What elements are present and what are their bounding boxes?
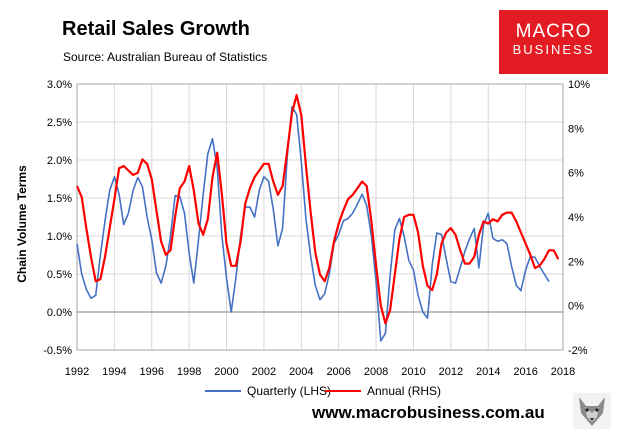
y-left-tick-label: 1.0% <box>47 231 72 243</box>
x-tick-label: 1998 <box>177 366 201 378</box>
website-url[interactable]: www.macrobusiness.com.au <box>312 403 545 422</box>
logo-line1: MACRO <box>515 21 592 42</box>
y-left-tick-label: 2.0% <box>47 155 72 167</box>
y-right-tick-label: -2% <box>568 345 588 357</box>
x-tick-label: 2018 <box>551 366 575 378</box>
y-left-tick-label: -0.5% <box>43 345 72 357</box>
x-tick-label: 2014 <box>476 366 500 378</box>
x-tick-label: 2016 <box>513 366 537 378</box>
x-tick-label: 1996 <box>140 366 164 378</box>
x-tick-label: 2008 <box>364 366 388 378</box>
legend-item-quarterly: Quarterly (LHS) <box>205 384 331 398</box>
y-left-tick-label: 2.5% <box>47 117 72 129</box>
legend-label-quarterly: Quarterly (LHS) <box>247 384 332 398</box>
logo-line2: BUSINESS <box>512 42 595 57</box>
legend-swatch-annual <box>325 390 361 392</box>
x-tick-label: 2012 <box>439 366 463 378</box>
series-line-annual <box>75 93 560 325</box>
y-right-tick-label: 4% <box>568 212 584 224</box>
macrobusiness-logo: MACRO BUSINESS <box>499 10 608 74</box>
x-tick-label: 1992 <box>65 366 89 378</box>
legend-label-annual: Annual (RHS) <box>367 384 442 398</box>
legend: Quarterly (LHS) Annual (RHS) <box>0 384 629 400</box>
y-right-tick-label: 6% <box>568 168 584 180</box>
chart-source: Source: Australian Bureau of Statistics <box>63 50 268 64</box>
x-tick-label: 2010 <box>401 366 425 378</box>
x-tick-label: 2006 <box>326 366 350 378</box>
y-right-tick-label: 8% <box>568 123 584 135</box>
y-right-tick-label: 0% <box>568 301 584 313</box>
y-left-tick-label: 0.5% <box>47 269 72 281</box>
x-tick-label: 1994 <box>102 366 126 378</box>
chart-title: Retail Sales Growth <box>62 18 250 40</box>
plot-frame <box>76 83 564 351</box>
y-left-tick-label: 0.0% <box>47 307 72 319</box>
wolf-icon <box>573 393 611 429</box>
series-line-quarterly <box>76 106 550 342</box>
legend-item-annual: Annual (RHS) <box>325 384 441 398</box>
y-left-tick-label: 3.0% <box>47 79 72 91</box>
y-left-tick-label: 1.5% <box>47 193 72 205</box>
x-tick-label: 2002 <box>252 366 276 378</box>
legend-swatch-quarterly <box>205 390 241 392</box>
x-tick-label: 2004 <box>289 366 313 378</box>
y-right-tick-label: 10% <box>568 79 590 91</box>
y-right-tick-label: 2% <box>568 256 584 268</box>
x-tick-label: 2000 <box>214 366 238 378</box>
